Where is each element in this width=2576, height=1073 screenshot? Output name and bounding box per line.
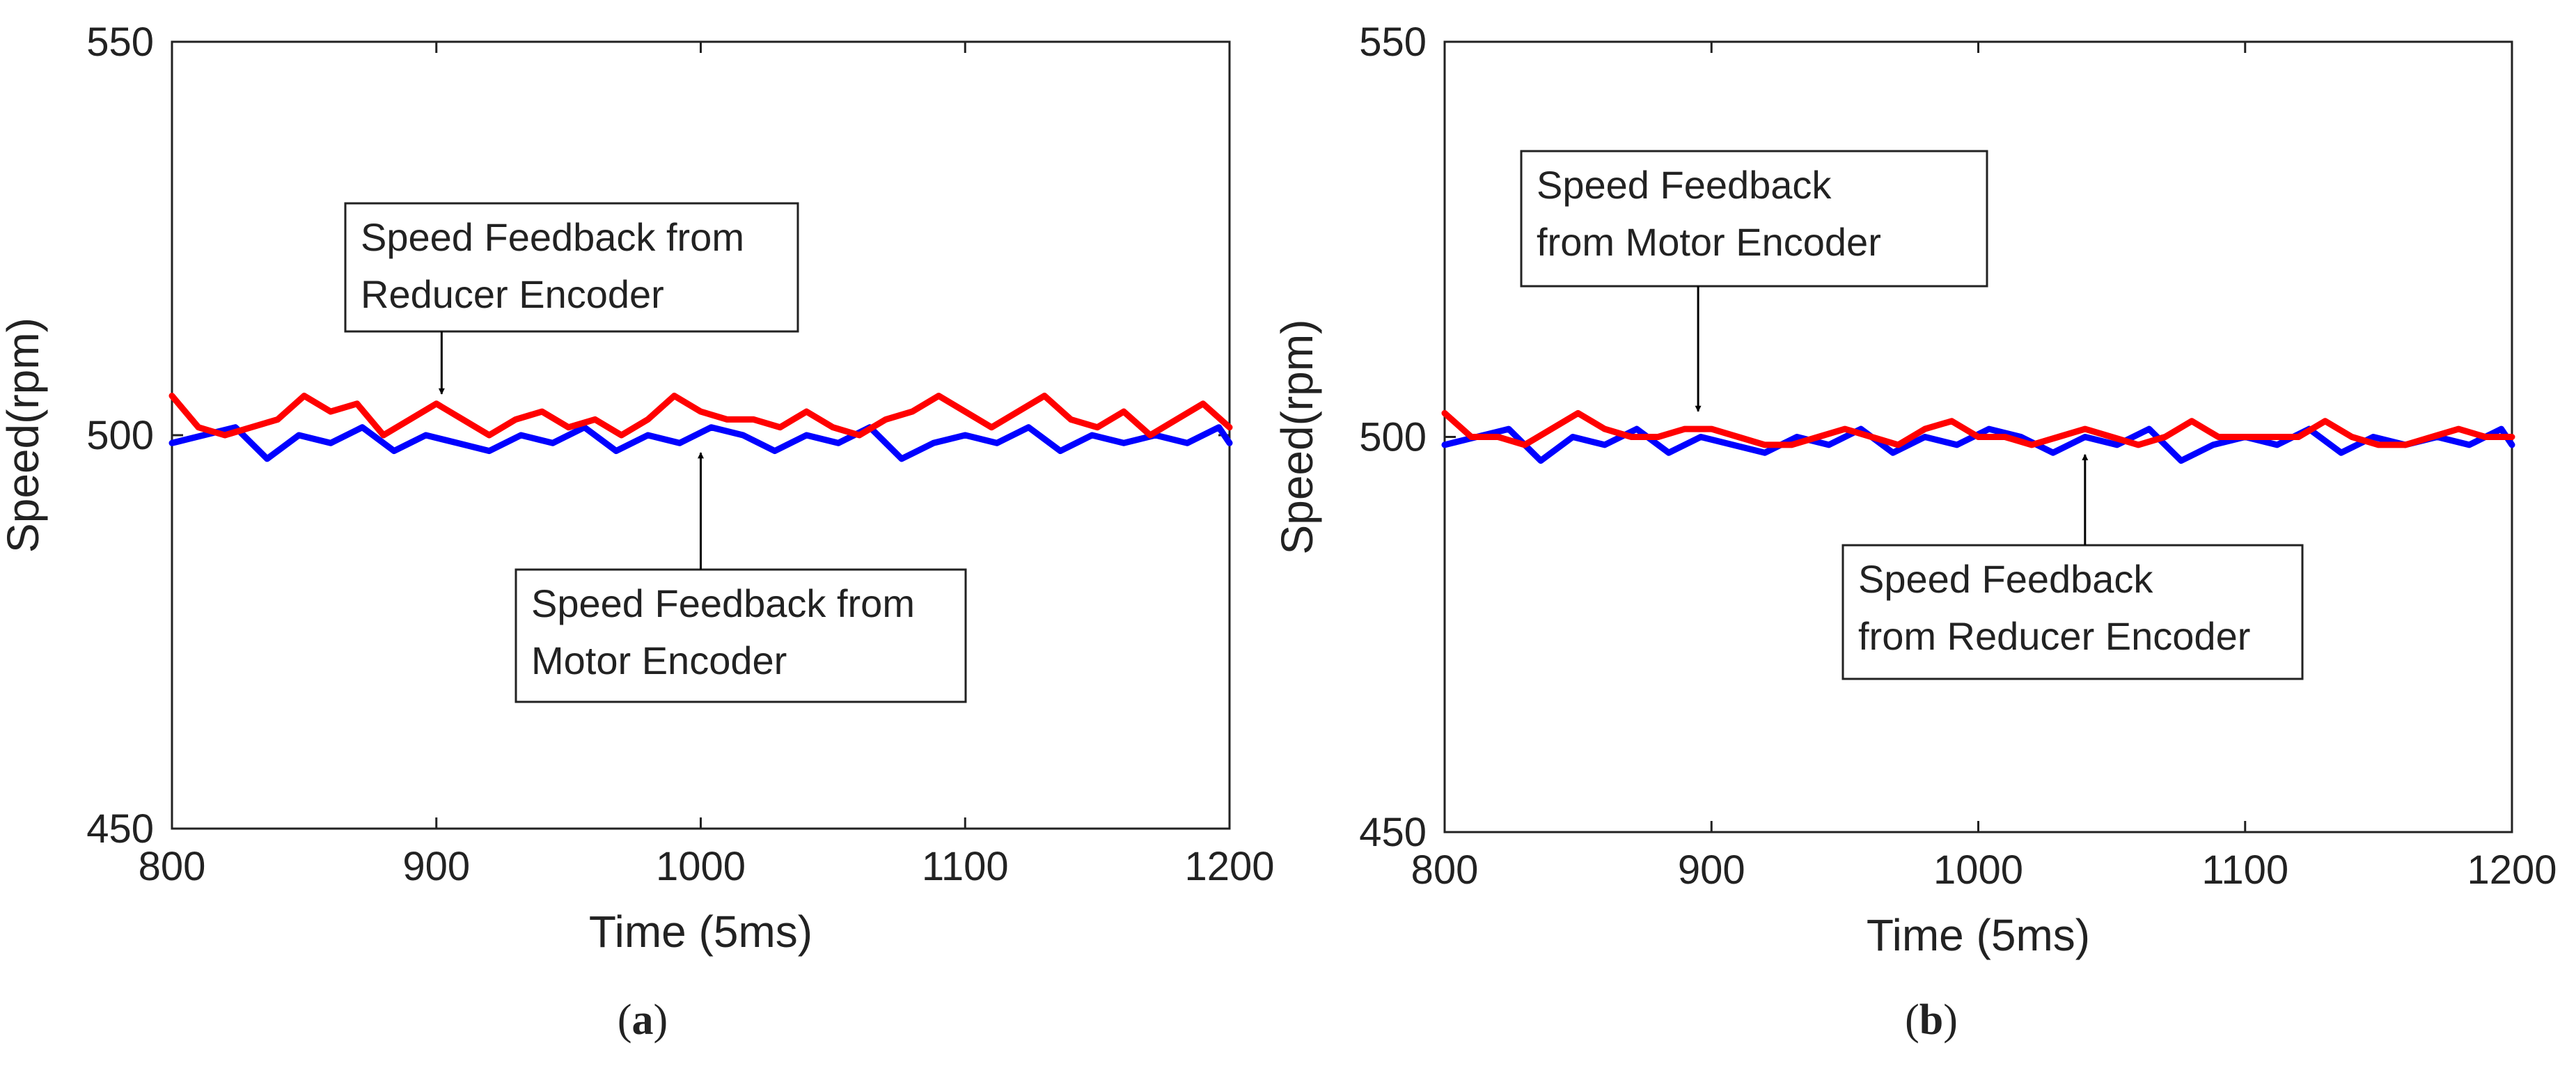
y-tick-label: 550: [1359, 19, 1427, 65]
y-tick-label: 500: [1359, 415, 1427, 460]
y-tick-label: 450: [86, 806, 154, 852]
y-tick-label: 550: [86, 19, 154, 65]
caption-letter: a: [632, 996, 654, 1044]
series-line-motor-encoder: [168, 424, 1233, 462]
x-axis-label: Time (5ms): [1867, 910, 2090, 960]
x-tick-label: 800: [1411, 847, 1479, 893]
annotation-text-line1: Speed Feedback: [1537, 163, 1832, 207]
x-axis-label: Time (5ms): [589, 907, 812, 957]
annotation-box: [1520, 150, 1988, 288]
annotation-text-line2: Reducer Encoder: [361, 272, 664, 316]
annotation-text-line2: from Motor Encoder: [1537, 220, 1881, 264]
caption-open-paren: (: [618, 996, 632, 1044]
x-tick-label: 900: [402, 844, 470, 889]
annotation-box: [1841, 544, 2304, 680]
annotation-callout: Speed Feedback from Motor Encoder: [1520, 150, 1988, 412]
x-tick-label: 900: [1678, 847, 1745, 893]
annotation-text-line2: Motor Encoder: [531, 639, 787, 682]
annotation-callout: Speed Feedback from Reducer Encoder: [344, 202, 799, 395]
x-tick-label: 1100: [2201, 847, 2288, 893]
x-tick-label: 1200: [1184, 844, 1274, 889]
annotation-text-line2: from Reducer Encoder: [1858, 614, 2250, 658]
annotation-text-line1: Speed Feedback: [1858, 557, 2153, 601]
annotation-callout: Speed Feedback from Motor Encoder: [515, 452, 967, 703]
annotation-text-line1: Speed Feedback from: [361, 215, 744, 259]
y-axis-label: Speed(rpm): [0, 318, 48, 553]
y-tick-label: 500: [86, 413, 154, 458]
series-line-reducer-encoder: [168, 393, 1233, 439]
chart-panel-a: 800 900 1000 1100 1200 450 500 550 Time (5ms) Spe…: [0, 19, 1275, 1044]
annotation-text-line1: Speed Feedback from: [531, 581, 915, 625]
x-tick-label: 1000: [656, 844, 746, 889]
caption-letter: b: [1919, 996, 1943, 1044]
y-tick-label: 450: [1359, 810, 1427, 855]
panel-caption: (b): [1905, 996, 1958, 1044]
caption-close-paren: ): [1943, 996, 1958, 1044]
x-tick-label: 800: [139, 844, 206, 889]
caption-open-paren: (: [1905, 996, 1919, 1044]
annotation-callout: Speed Feedback from Reducer Encoder: [1841, 453, 2304, 680]
series-line-reducer-encoder: [1441, 409, 2515, 448]
panel-caption: (a): [618, 996, 668, 1044]
x-tick-label: 1200: [2467, 847, 2557, 893]
annotation-box: [515, 568, 967, 703]
x-tick-label: 1100: [922, 844, 1009, 889]
x-tick-label: 1000: [1933, 847, 2023, 893]
chart-panel-b: 800 900 1000 1100 1200 450 500 550 Time (5ms) Spe…: [1272, 19, 2557, 1044]
caption-close-paren: ): [654, 996, 668, 1044]
annotation-box: [344, 202, 799, 333]
y-axis-label: Speed(rpm): [1272, 320, 1322, 555]
